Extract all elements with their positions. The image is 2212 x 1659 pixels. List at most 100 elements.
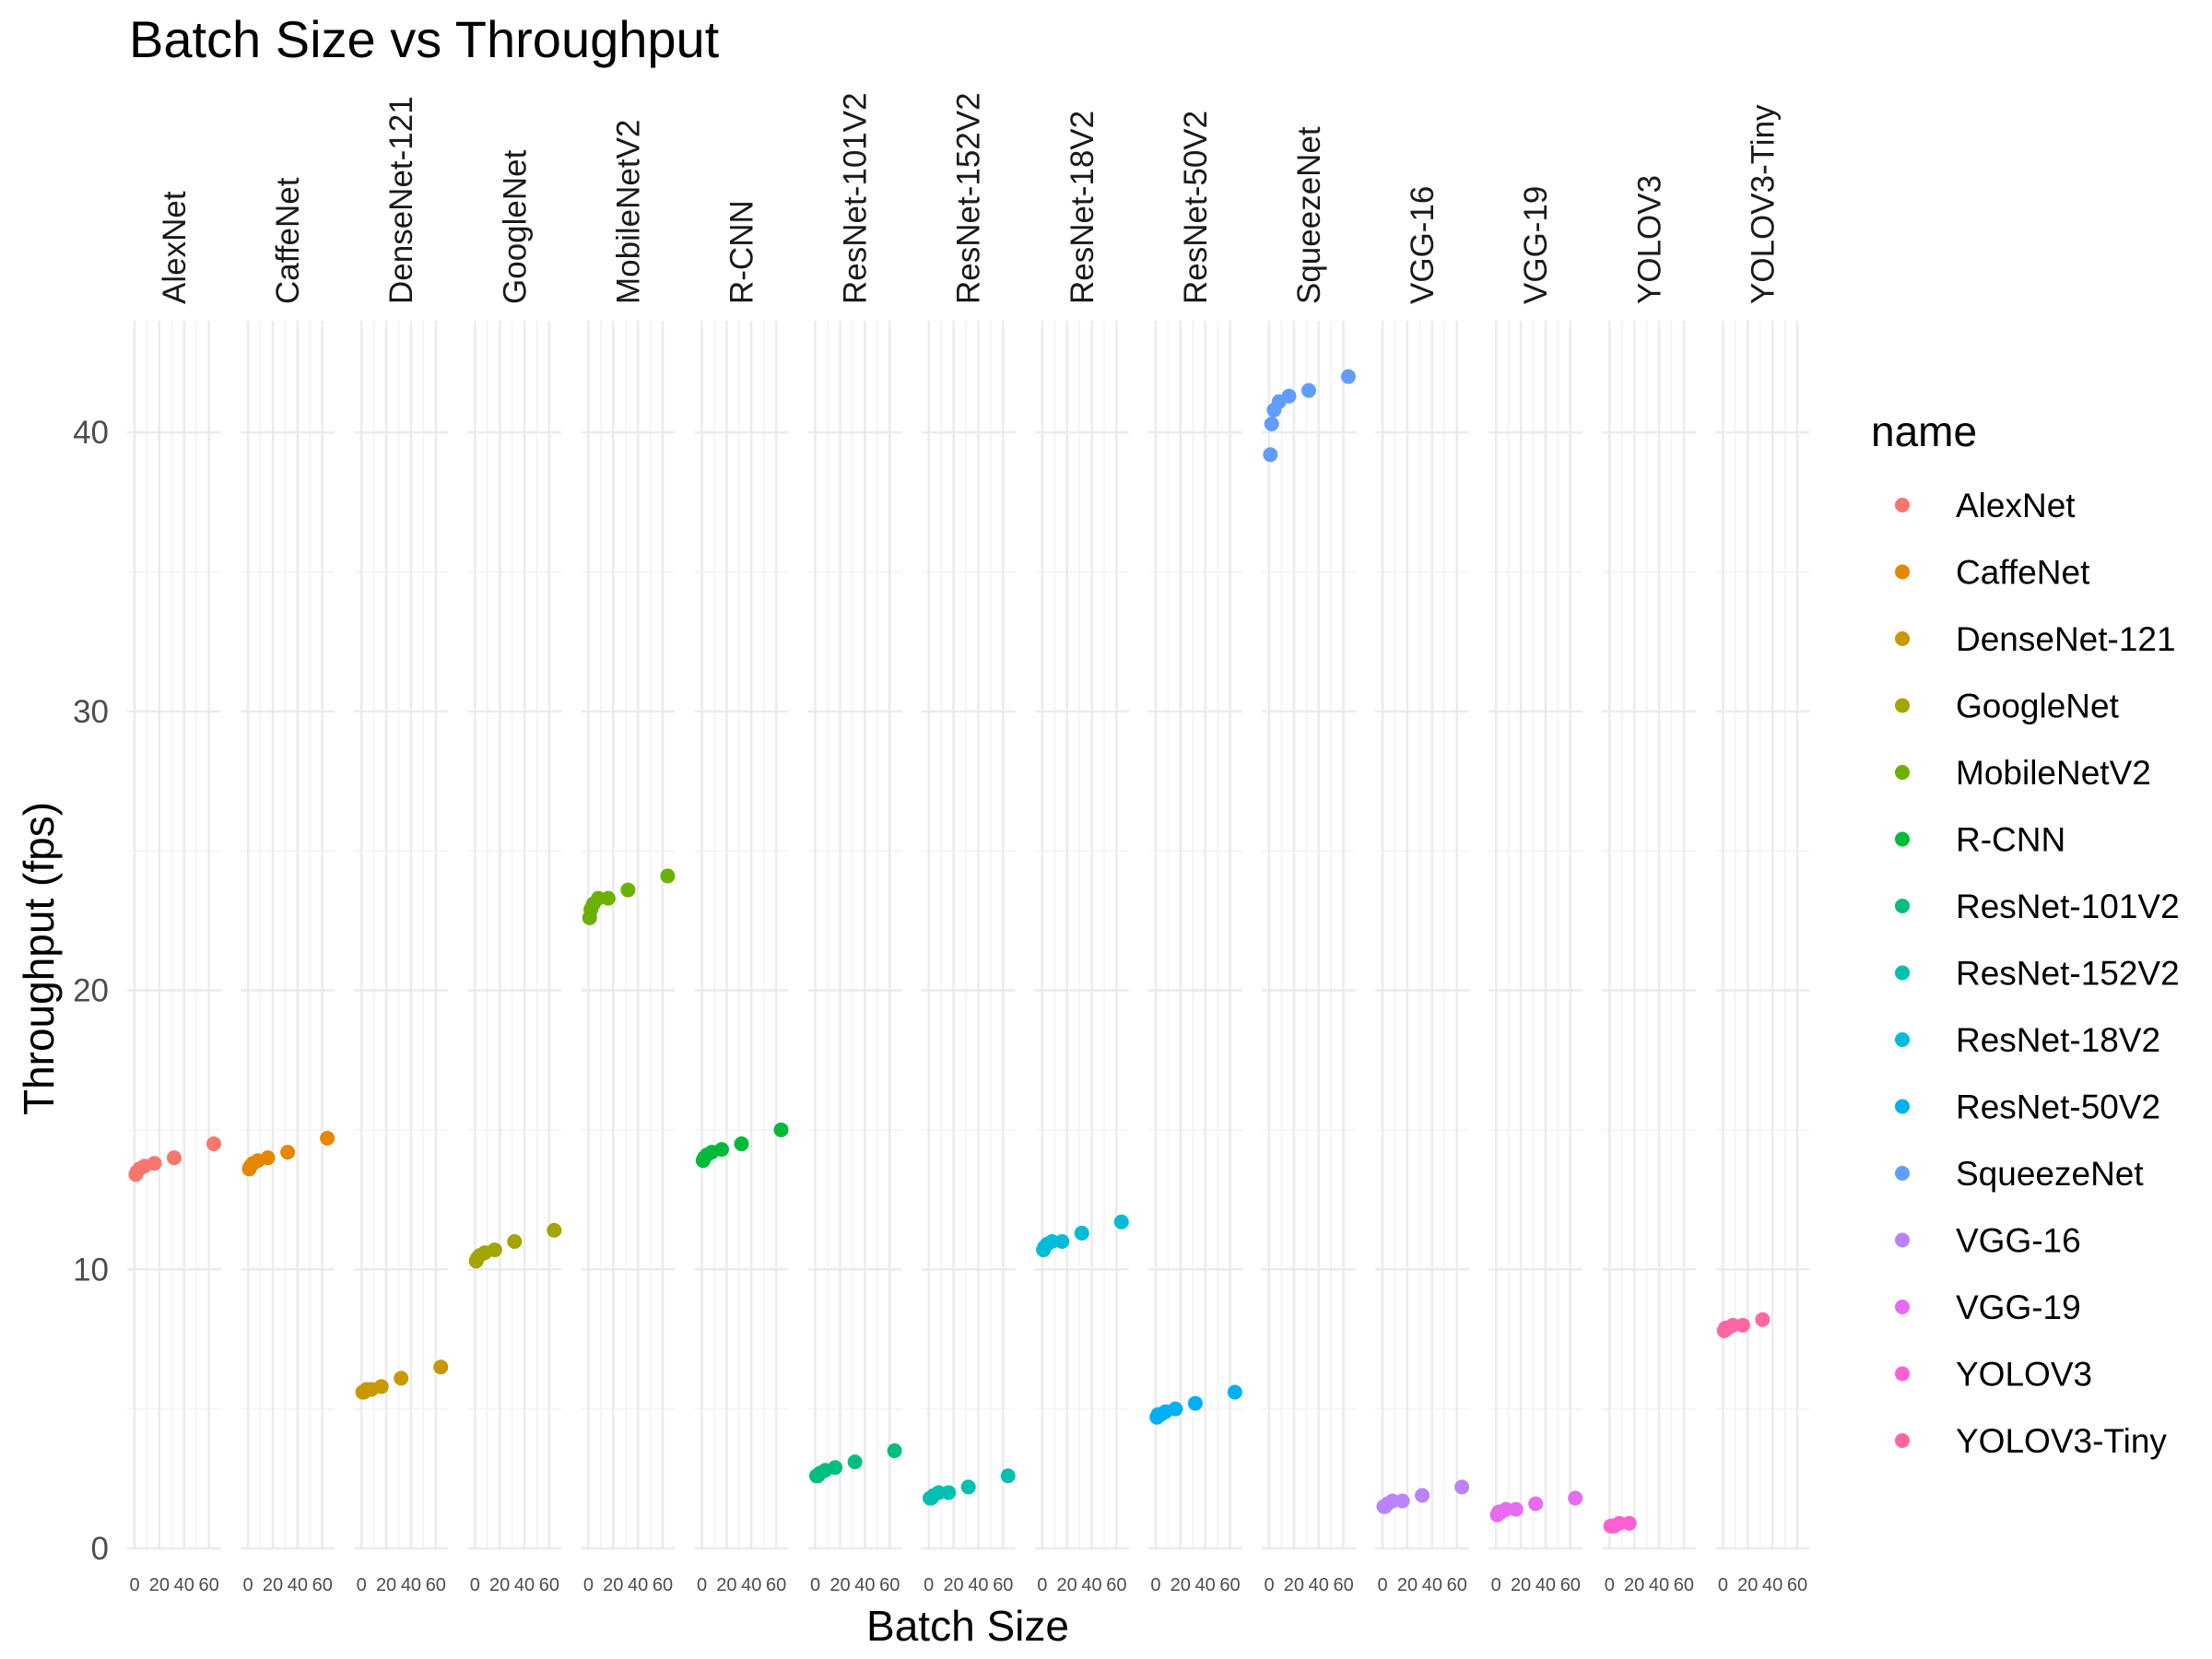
x-tick-label: 60 [1447, 1575, 1467, 1595]
data-point [1415, 1488, 1430, 1503]
data-point [660, 868, 676, 884]
data-point [1263, 447, 1278, 463]
facet-panel: 0 20 40 60 ResNet-152V2 [921, 92, 1016, 1595]
legend-item: VGG-19 [1895, 1288, 2081, 1326]
x-tick-label: 40 [1649, 1575, 1669, 1595]
x-tick-label: 60 [766, 1575, 786, 1595]
legend-label: ResNet-101V2 [1956, 888, 2180, 925]
legend-label: ResNet-50V2 [1956, 1088, 2160, 1126]
x-tick-label: 0 [357, 1575, 367, 1595]
x-tick-label: 60 [1674, 1575, 1694, 1595]
x-tick-label: 60 [993, 1575, 1013, 1595]
x-tick-label: 0 [1264, 1575, 1274, 1595]
data-point [773, 1122, 789, 1137]
x-tick-label: 20 [1511, 1575, 1531, 1595]
x-tick-label: 20 [1171, 1575, 1191, 1595]
data-point [260, 1150, 276, 1166]
legend-key [1895, 765, 1910, 780]
legend-label: DenseNet-121 [1956, 620, 2176, 658]
x-tick-label: 40 [288, 1575, 308, 1595]
facet-panel: 0 20 40 60 YOLOV3-Tiny [1715, 104, 1810, 1595]
x-tick-label: 20 [263, 1575, 283, 1595]
legend-item: ResNet-18V2 [1895, 1021, 2160, 1059]
data-point [887, 1443, 902, 1459]
legend-item: ResNet-152V2 [1895, 955, 2180, 993]
x-tick-label: 40 [1195, 1575, 1216, 1595]
x-tick-label: 40 [174, 1575, 194, 1595]
legend-key [1895, 965, 1910, 981]
x-tick-label: 60 [539, 1575, 559, 1595]
x-tick-label: 20 [1397, 1575, 1418, 1595]
facet-strip-label: YOLOV3 [1631, 175, 1667, 304]
legend-label: ResNet-152V2 [1956, 955, 2180, 993]
legend-label: MobileNetV2 [1956, 754, 2151, 792]
facet-panel: 0 20 40 60 MobileNetV2 [581, 120, 676, 1595]
legend-label: YOLOV3 [1956, 1356, 2092, 1394]
legend-label: GoogleNet [1956, 688, 2120, 725]
data-point [1755, 1312, 1771, 1327]
y-tick-label: 30 [73, 694, 109, 730]
x-tick-label: 20 [716, 1575, 736, 1595]
x-tick-label: 20 [149, 1575, 170, 1595]
facet-strip-label: SqueezeNet [1291, 126, 1327, 304]
data-point [620, 882, 636, 898]
legend-key [1895, 1300, 1910, 1314]
data-point [847, 1454, 863, 1470]
x-tick-label: 60 [653, 1575, 673, 1595]
x-tick-label: 0 [1605, 1575, 1615, 1595]
y-tick-label: 20 [73, 973, 109, 1009]
x-tick-label: 0 [583, 1575, 594, 1595]
x-tick-label: 20 [1737, 1575, 1758, 1595]
x-tick-label: 40 [514, 1575, 535, 1595]
x-tick-label: 40 [1081, 1575, 1101, 1595]
facet-panel: 0 20 40 60 ResNet-18V2 [1034, 111, 1129, 1595]
legend-key [1895, 698, 1910, 713]
legend-key [1895, 631, 1910, 646]
x-tick-label: 0 [1491, 1575, 1501, 1595]
x-tick-label: 0 [129, 1575, 139, 1595]
x-tick-label: 40 [741, 1575, 761, 1595]
x-tick-label: 0 [243, 1575, 253, 1595]
data-point [1074, 1225, 1089, 1241]
legend-item: VGG-16 [1895, 1222, 2081, 1260]
data-point [1568, 1490, 1583, 1506]
facet-panel: 0 20 40 60 YOLOV3 [1602, 175, 1697, 1595]
legend-title: name [1871, 407, 1977, 455]
data-point [320, 1130, 335, 1146]
x-tick-label: 20 [489, 1575, 510, 1595]
legend-key [1895, 831, 1910, 847]
data-point [1528, 1496, 1544, 1512]
facet-strip-label: VGG-16 [1405, 186, 1441, 304]
data-point [280, 1145, 296, 1160]
data-point [1735, 1317, 1750, 1333]
legend-key [1895, 1433, 1910, 1448]
facet-panel: 0 20 40 60 VGG-16 [1375, 186, 1470, 1595]
x-tick-label: 0 [1037, 1575, 1047, 1595]
legend-item: R-CNN [1895, 821, 2065, 859]
x-tick-label: 60 [312, 1575, 333, 1595]
facet-strip-label: CaffeNet [270, 177, 306, 304]
x-tick-label: 20 [1057, 1575, 1077, 1595]
data-point [941, 1485, 957, 1500]
facet-strip-label: R-CNN [724, 200, 760, 304]
legend-label: AlexNet [1956, 487, 2076, 524]
x-tick-label: 20 [1624, 1575, 1644, 1595]
data-point [433, 1359, 449, 1375]
x-tick-label: 0 [810, 1575, 820, 1595]
x-tick-label: 60 [1219, 1575, 1240, 1595]
x-tick-label: 60 [1560, 1575, 1581, 1595]
x-tick-label: 40 [628, 1575, 648, 1595]
facet-strip-label: ResNet-50V2 [1178, 111, 1214, 304]
facet-panel: 0 20 40 60 R-CNN [694, 200, 789, 1595]
data-point [1187, 1395, 1203, 1411]
legend-item: AlexNet [1895, 487, 2076, 524]
x-tick-label: 40 [1762, 1575, 1783, 1595]
x-tick-label: 60 [1787, 1575, 1807, 1595]
facet-panel: 0 20 40 60 DenseNet-121 [354, 96, 449, 1595]
data-point [828, 1460, 843, 1476]
data-point [1281, 388, 1297, 404]
x-tick-label: 20 [943, 1575, 963, 1595]
data-point [1621, 1515, 1637, 1531]
x-tick-label: 40 [401, 1575, 421, 1595]
data-point [1454, 1479, 1470, 1495]
